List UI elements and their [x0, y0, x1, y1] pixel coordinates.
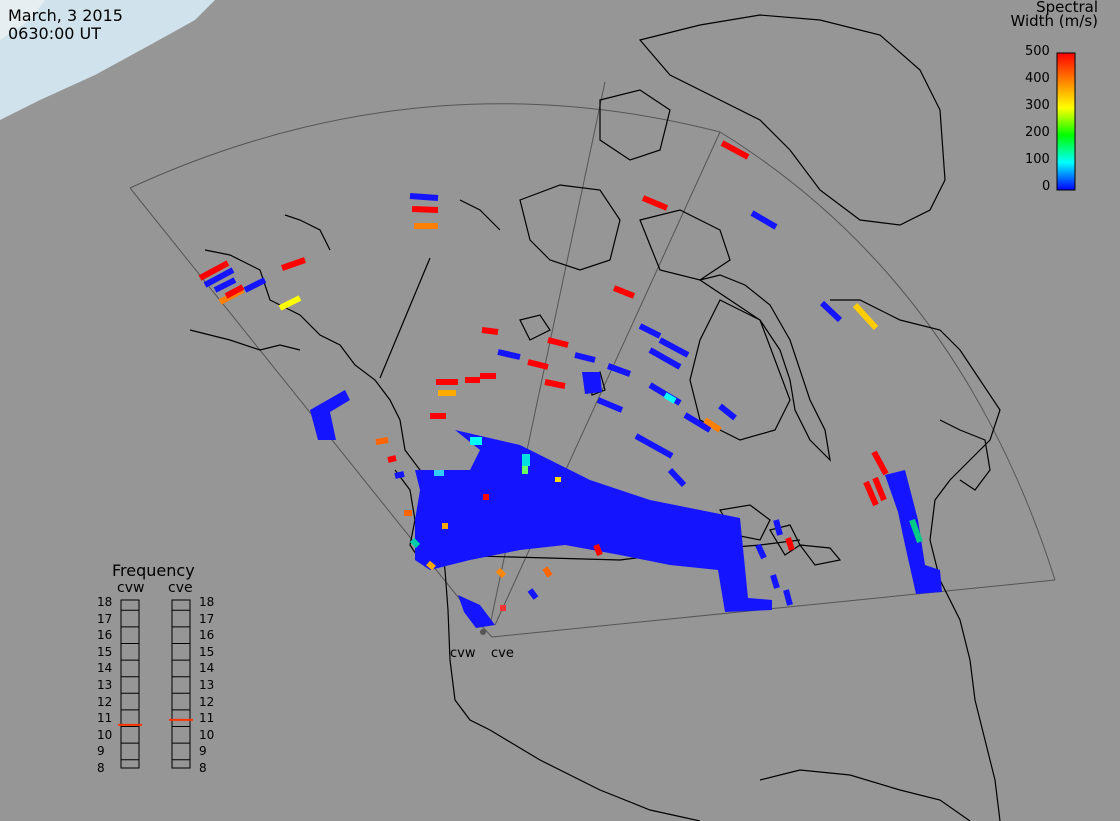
frequency-tick-right: 14 [199, 661, 215, 676]
frequency-tick-right: 18 [199, 595, 215, 609]
colorbar-tick: 400 [1025, 71, 1050, 86]
colorbar-tick: 200 [1025, 125, 1050, 140]
radar-label-cve: cve [491, 646, 514, 661]
frequency-tick-left: 9 [97, 744, 105, 759]
freq-bar-cve [171, 599, 191, 769]
frequency-tick-right: 15 [199, 644, 215, 659]
frequency-tick-left: 12 [97, 694, 113, 709]
frequency-tick-left: 16 [97, 628, 113, 643]
colorbar-tick: 300 [1025, 98, 1050, 113]
date-label: March, 3 2015 [8, 6, 123, 25]
frequency-tick-right: 11 [199, 711, 215, 726]
colorbar-tick: 500 [1025, 44, 1050, 59]
frequency-tick-left: 10 [97, 727, 113, 742]
daylight-inner [0, 0, 45, 40]
frequency-tick-left: 18 [97, 595, 113, 609]
frequency-tick-right: 16 [199, 628, 215, 643]
colorbar-tick: 0 [1042, 179, 1051, 194]
frequency-bars [120, 599, 191, 769]
frequency-tick-left: 15 [97, 644, 113, 659]
time-label: 0630:00 UT [8, 24, 102, 43]
frequency-tick-right: 9 [199, 744, 207, 759]
frequency-tick-right: 12 [199, 694, 215, 709]
frequency-tick-left: 13 [97, 678, 113, 692]
colorbar-title-line2: Width (m/s) [1010, 12, 1098, 30]
colorbar-title-line1: Spectral [1036, 0, 1098, 16]
frequency-tick-right: 13 [199, 678, 215, 692]
scatter-highlights [434, 437, 561, 611]
daylight-region [0, 0, 215, 120]
frequency-tick-left: 8 [97, 761, 105, 775]
colorbar-gradient [1056, 52, 1076, 191]
radar-site-marker [480, 629, 486, 635]
frequency-title: Frequency [112, 561, 195, 580]
frequency-radar-cvw: cvw [117, 580, 145, 596]
frequency-tick-right: 8 [199, 761, 207, 775]
radar-label-cvw: cvw [450, 646, 476, 661]
freq-bar-cvw [120, 599, 140, 769]
frequency-tick-left: 11 [97, 711, 113, 726]
frequency-tick-left: 17 [97, 611, 113, 626]
frequency-tick-right: 10 [199, 727, 215, 742]
frequency-tick-left: 14 [97, 661, 113, 676]
scatter-segments [198, 140, 923, 606]
fov-east-edge [491, 579, 1056, 638]
colorbar-tick: 100 [1025, 152, 1050, 167]
frequency-tick-right: 17 [199, 611, 215, 626]
frequency-radar-cve: cve [168, 580, 193, 596]
